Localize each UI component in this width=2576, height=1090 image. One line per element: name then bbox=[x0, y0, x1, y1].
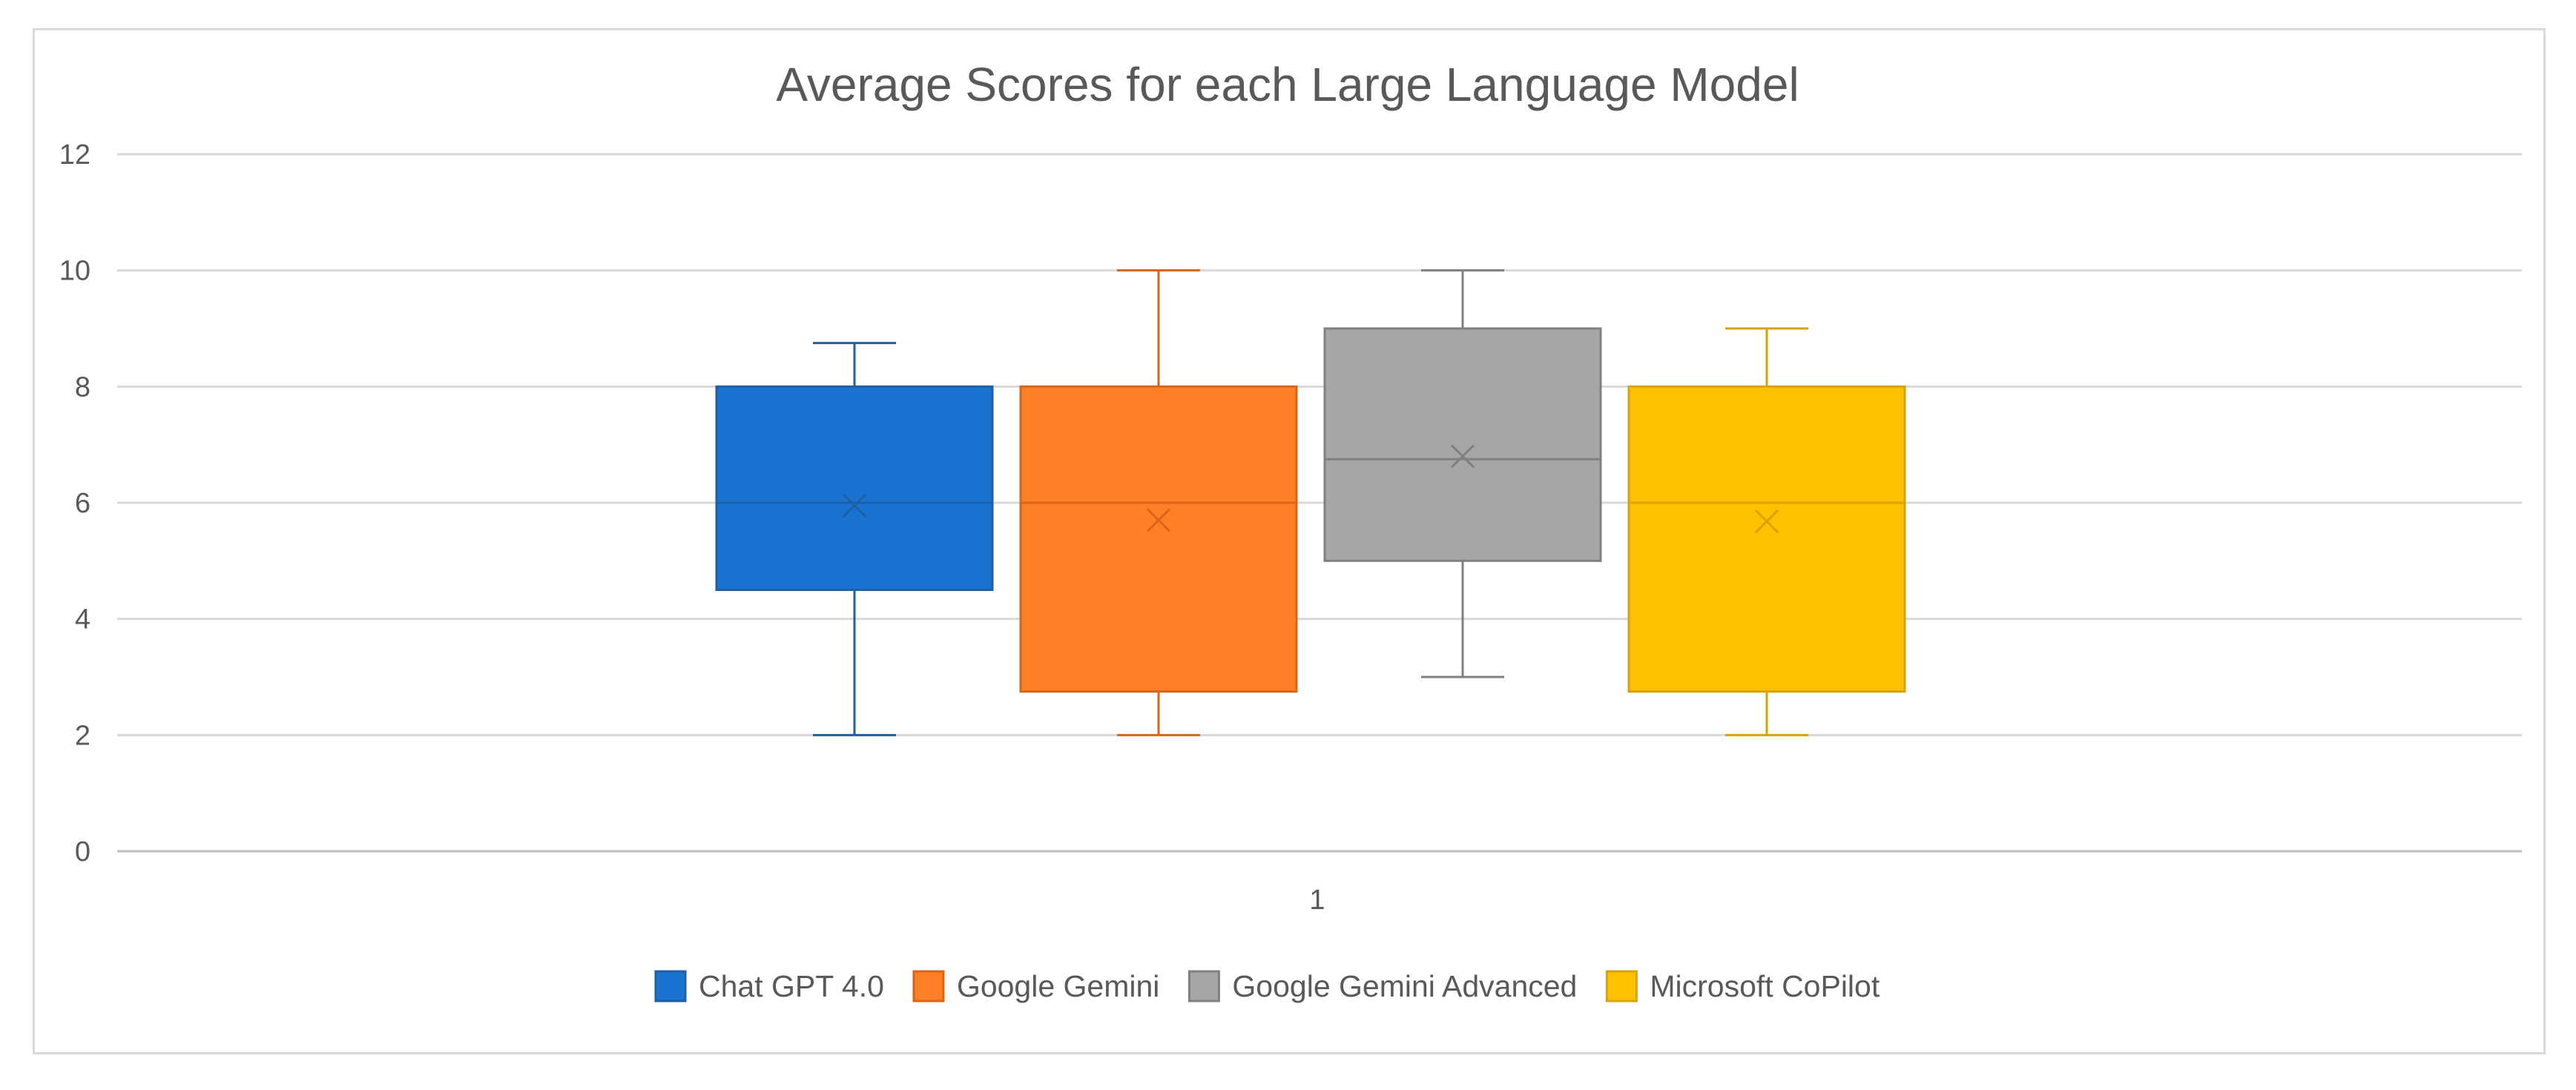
mean-marker bbox=[1450, 444, 1475, 469]
box-series-2 bbox=[1019, 269, 1298, 736]
y-tick-label: 10 bbox=[59, 256, 90, 287]
legend-label: Microsoft CoPilot bbox=[1650, 969, 1880, 1003]
y-tick-label: 8 bbox=[75, 371, 90, 403]
legend-label: Google Gemini Advanced bbox=[1232, 969, 1577, 1003]
y-axis: 0 2 4 6 8 10 12 bbox=[59, 139, 90, 868]
mean-marker bbox=[1146, 508, 1171, 532]
legend-label: Google Gemini bbox=[957, 969, 1159, 1003]
legend-item: Microsoft CoPilot bbox=[1605, 969, 1880, 1003]
legend-item: Chat GPT 4.0 bbox=[654, 969, 884, 1003]
chart-title: Average Scores for each Large Language M… bbox=[776, 58, 1799, 111]
y-tick-label: 4 bbox=[75, 604, 90, 635]
legend-item: Google Gemini Advanced bbox=[1187, 969, 1577, 1003]
legend-swatch bbox=[654, 970, 687, 1003]
box-series-3 bbox=[1323, 269, 1602, 678]
mean-marker bbox=[842, 493, 867, 518]
x-tick-label: 1 bbox=[1309, 885, 1325, 916]
gridlines bbox=[117, 153, 2522, 853]
box-series-1 bbox=[715, 342, 994, 736]
y-tick-label: 2 bbox=[75, 720, 90, 751]
y-tick-label: 0 bbox=[75, 836, 90, 868]
legend: Chat GPT 4.0 Google Gemini Google Gemini A… bbox=[654, 969, 1880, 1003]
boxes bbox=[715, 269, 1906, 736]
iqr-box bbox=[1627, 385, 1906, 693]
legend-label: Chat GPT 4.0 bbox=[699, 969, 884, 1003]
legend-swatch bbox=[1187, 970, 1220, 1003]
y-tick-label: 6 bbox=[75, 488, 90, 519]
legend-swatch bbox=[912, 970, 945, 1003]
box-series-4 bbox=[1627, 327, 1906, 736]
iqr-box bbox=[1019, 385, 1298, 693]
y-tick-label: 12 bbox=[59, 139, 90, 171]
iqr-box bbox=[1323, 327, 1602, 562]
legend-item: Google Gemini bbox=[912, 969, 1159, 1003]
x-axis: 1 bbox=[1309, 885, 1325, 916]
iqr-box bbox=[715, 385, 994, 591]
legend-swatch bbox=[1605, 970, 1638, 1003]
mean-marker bbox=[1754, 509, 1779, 534]
